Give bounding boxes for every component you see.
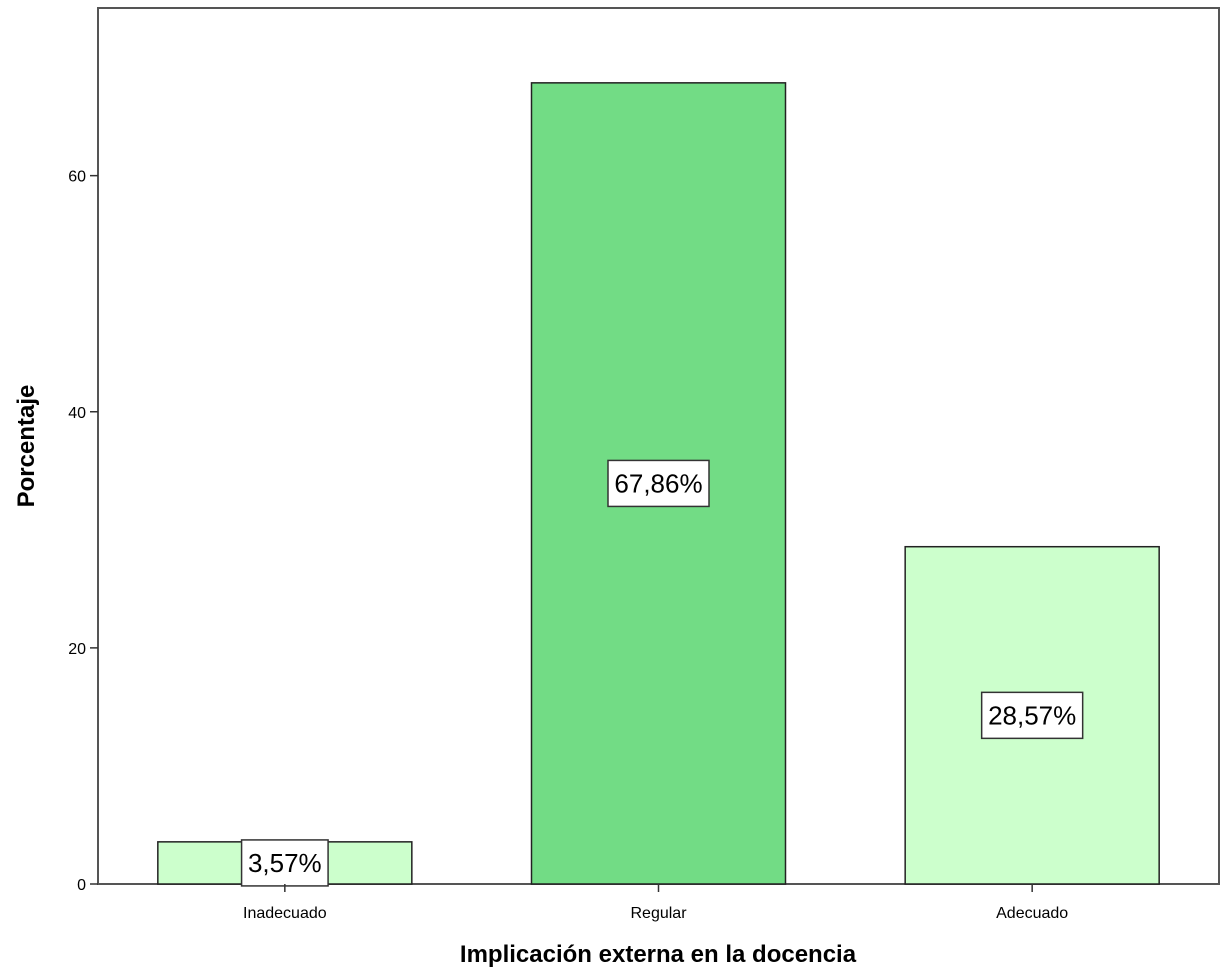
x-tick-label: Inadecuado xyxy=(243,905,327,922)
x-axis-title: Implicación externa en la docencia xyxy=(460,941,857,968)
y-tick-label: 0 xyxy=(77,877,86,894)
data-label-box xyxy=(980,691,1084,740)
y-tick-label: 60 xyxy=(68,169,86,186)
data-label-box xyxy=(607,459,710,508)
x-tick-label: Adecuado xyxy=(996,905,1068,922)
data-label: 3,57% xyxy=(248,848,322,878)
x-tick-label: Regular xyxy=(630,905,687,922)
data-label-box xyxy=(240,839,329,887)
y-tick-label: 40 xyxy=(68,405,86,422)
y-axis-title: Porcentaje xyxy=(13,385,40,508)
y-axis: 0 20 40 60 xyxy=(68,169,98,894)
y-tick-label: 20 xyxy=(68,641,86,658)
x-axis: Inadecuado Regular Adecuado xyxy=(243,884,1068,922)
bars: 3,57% 67,86% 28,57% xyxy=(157,82,1160,887)
data-label: 67,86% xyxy=(614,468,702,498)
data-label: 28,57% xyxy=(988,700,1076,730)
